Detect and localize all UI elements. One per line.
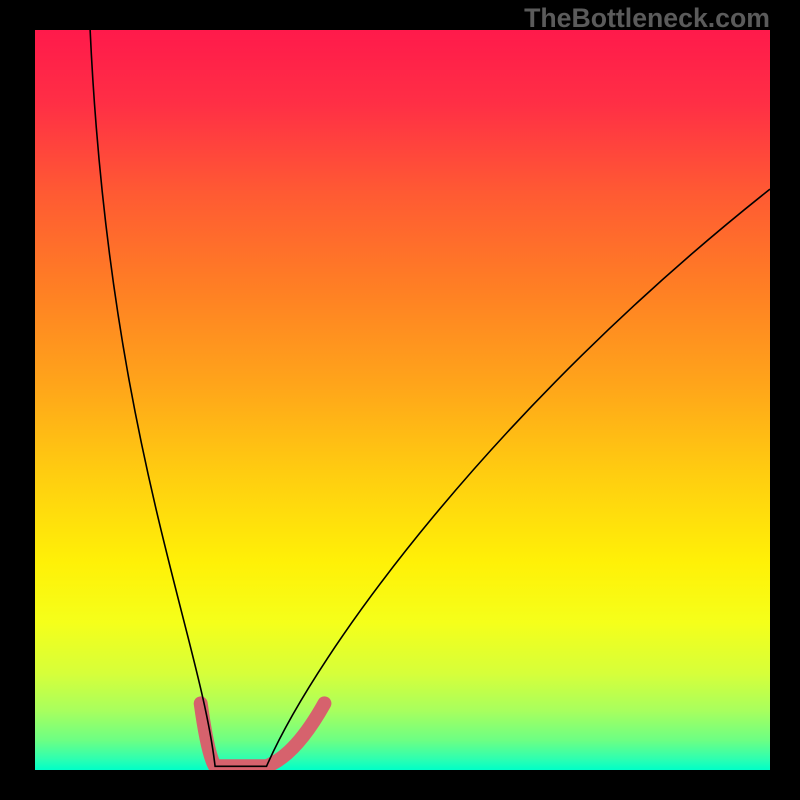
watermark-text: TheBottleneck.com	[524, 3, 770, 34]
bottleneck-curve	[90, 30, 770, 766]
highlight-dip	[201, 703, 325, 766]
plot-area	[35, 30, 770, 770]
curve-layer	[35, 30, 770, 770]
